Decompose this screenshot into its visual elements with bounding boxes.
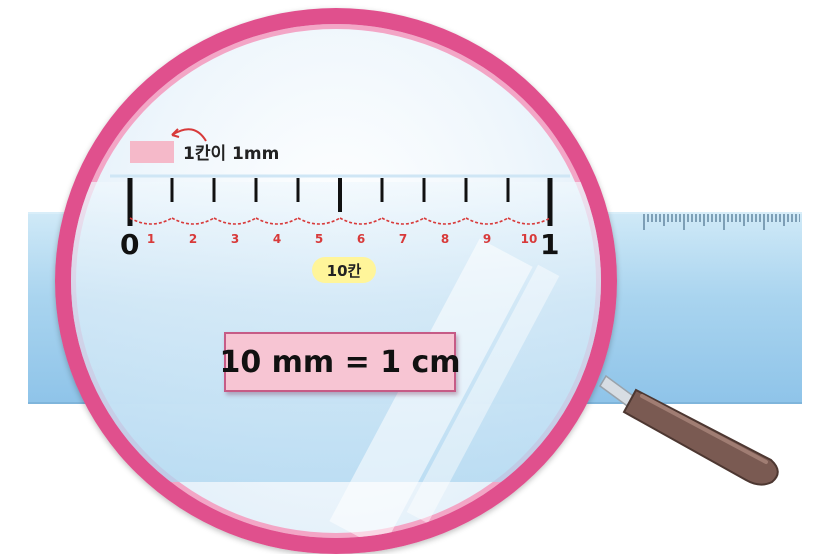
mm-label: 2 bbox=[188, 232, 198, 246]
mm-arc bbox=[381, 217, 425, 225]
mm-label: 5 bbox=[314, 232, 324, 246]
equation-box: 10 mm = 1 cm bbox=[219, 332, 461, 392]
mm-label: 3 bbox=[230, 232, 240, 246]
mm-arc bbox=[339, 217, 383, 225]
mm-arc bbox=[297, 217, 341, 225]
curved-arrow-icon bbox=[164, 121, 214, 145]
mm-label: 6 bbox=[356, 232, 366, 246]
mm-arc bbox=[423, 217, 467, 225]
scale-end-label: 1 bbox=[540, 228, 560, 261]
mm-arc bbox=[213, 217, 257, 225]
mm-label: 7 bbox=[398, 232, 408, 246]
scale-drawing bbox=[110, 174, 570, 226]
mm-arc bbox=[129, 217, 173, 225]
scale-start-label: 0 bbox=[120, 228, 140, 261]
mm-arc bbox=[507, 217, 551, 225]
mm-label: 8 bbox=[440, 232, 450, 246]
legend-swatch bbox=[130, 141, 174, 163]
magnifier-handle bbox=[596, 368, 786, 488]
mm-arc bbox=[171, 217, 215, 225]
mm-label: 4 bbox=[272, 232, 282, 246]
magnified-scale bbox=[110, 160, 570, 270]
mm-arc bbox=[255, 217, 299, 225]
span-badge: 10칸 bbox=[312, 257, 376, 283]
mm-label: 10 bbox=[520, 232, 538, 246]
legend-label: 1칸이 1mm bbox=[183, 144, 280, 164]
mm-label: 9 bbox=[482, 232, 492, 246]
mm-label: 1 bbox=[146, 232, 156, 246]
ruler-ticks bbox=[640, 214, 800, 234]
mm-arc bbox=[465, 217, 509, 225]
